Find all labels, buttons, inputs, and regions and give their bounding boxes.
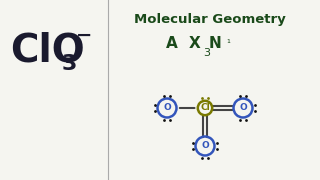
Text: −: − xyxy=(76,26,92,44)
Text: X: X xyxy=(189,37,201,51)
Text: N: N xyxy=(209,37,221,51)
Text: 3: 3 xyxy=(62,54,77,74)
Text: O: O xyxy=(163,103,171,112)
Text: ₁: ₁ xyxy=(226,35,230,45)
Text: O: O xyxy=(201,141,209,150)
Text: A: A xyxy=(166,37,178,51)
Text: O: O xyxy=(239,103,247,112)
Text: Molecular Geometry: Molecular Geometry xyxy=(134,14,286,26)
Text: ClO: ClO xyxy=(10,31,85,69)
Text: Cl: Cl xyxy=(200,103,210,112)
Text: 3: 3 xyxy=(203,48,210,58)
